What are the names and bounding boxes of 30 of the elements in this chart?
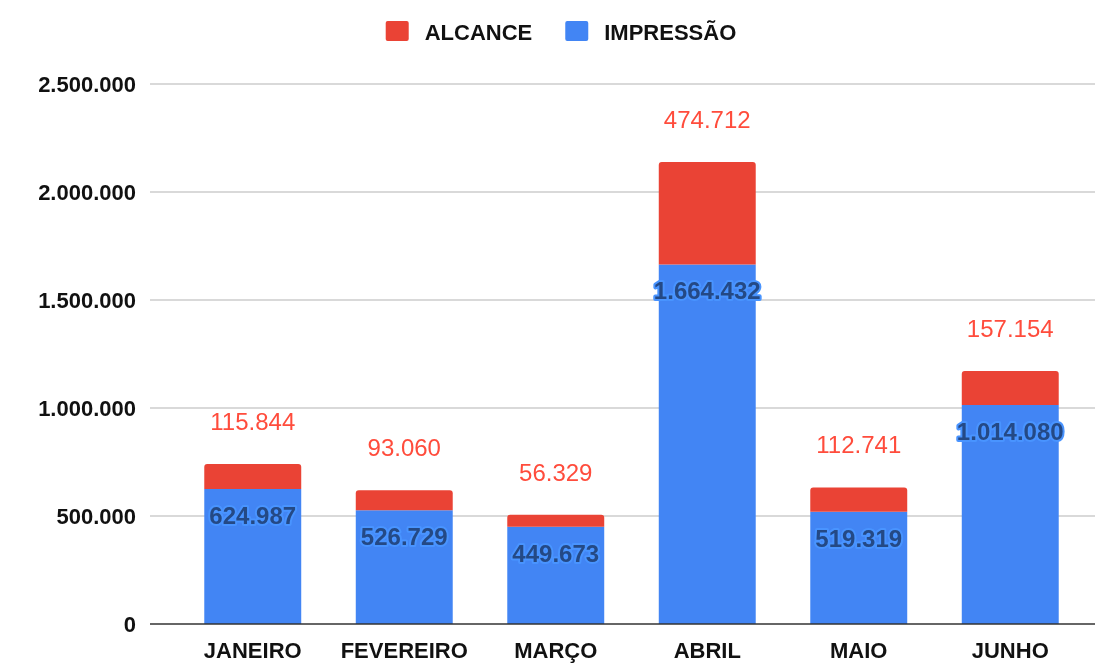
x-tick-label: MARÇO xyxy=(514,638,598,663)
data-label: 519.319 xyxy=(815,524,903,552)
data-label: 624.987 xyxy=(209,502,297,529)
bar xyxy=(507,514,605,527)
x-tick-label: FEVEREIRO xyxy=(340,638,468,663)
data-label: 56.329 xyxy=(519,458,593,486)
data-label: 157.154 xyxy=(966,315,1054,343)
data-label: 474.712 xyxy=(663,105,751,133)
data-label: 112.741 xyxy=(816,431,902,459)
x-tick-label: JANEIRO xyxy=(203,638,302,663)
data-label: 526.729 xyxy=(360,523,448,551)
bar xyxy=(810,487,908,512)
data-label: 115.844 xyxy=(210,407,296,435)
bar xyxy=(355,490,453,511)
y-tick-label: 0 xyxy=(123,611,136,637)
data-label: 449.673 xyxy=(512,539,600,567)
y-tick-label: 2.500.000 xyxy=(38,71,136,97)
y-tick-label: 2.000.000 xyxy=(38,179,136,205)
x-tick-label: MAIO xyxy=(830,638,888,663)
legend-label: IMPRESSÃO xyxy=(604,20,737,45)
bar xyxy=(658,161,756,265)
data-label: 93.060 xyxy=(367,434,441,462)
bar xyxy=(204,463,302,489)
x-tick-label: ABRIL xyxy=(673,638,741,663)
y-tick-label: 500.000 xyxy=(56,503,136,529)
x-tick-label: JUNHO xyxy=(971,638,1049,663)
y-tick-label: 1.000.000 xyxy=(38,395,136,421)
bar xyxy=(961,371,1059,405)
y-tick-label: 1.500.000 xyxy=(38,287,136,313)
legend-label: ALCANCE xyxy=(424,20,533,45)
